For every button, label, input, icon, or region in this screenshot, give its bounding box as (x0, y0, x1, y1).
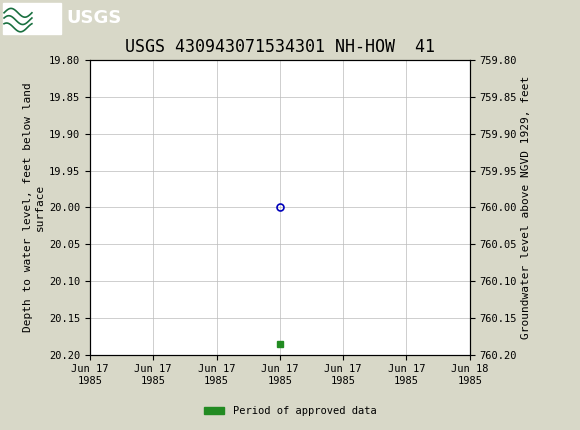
Y-axis label: Depth to water level, feet below land
surface: Depth to water level, feet below land su… (23, 83, 45, 332)
Legend: Period of approved data: Period of approved data (200, 402, 380, 421)
Title: USGS 430943071534301 NH-HOW  41: USGS 430943071534301 NH-HOW 41 (125, 38, 435, 56)
Y-axis label: Groundwater level above NGVD 1929, feet: Groundwater level above NGVD 1929, feet (521, 76, 531, 339)
Text: USGS: USGS (67, 9, 122, 27)
FancyBboxPatch shape (3, 3, 61, 34)
